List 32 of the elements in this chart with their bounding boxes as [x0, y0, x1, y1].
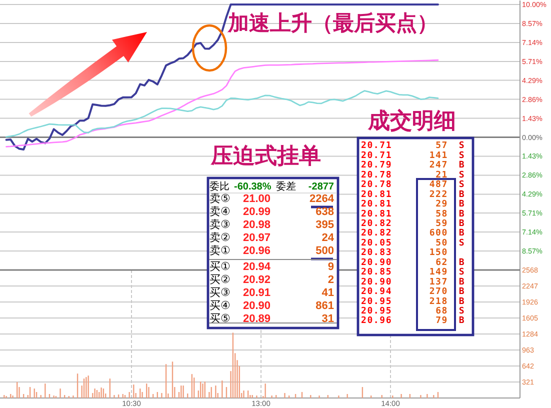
- text: 20.82 600 B: [361, 228, 466, 239]
- text: 卖① 20.96 500: [210, 245, 334, 257]
- text: 20.81 58 B: [361, 209, 466, 220]
- text: 20.05 50 S: [361, 238, 466, 248]
- text: 20.90 62 B: [361, 258, 466, 268]
- annotation: 压迫式挂单: [210, 143, 321, 168]
- text: 20.71 141 S: [361, 150, 466, 161]
- text: 20.82 59 B: [361, 218, 466, 229]
- text: 20.78 487 S: [361, 180, 466, 190]
- annotation: 成交明细: [367, 108, 456, 133]
- text: 买② 20.92 2: [210, 274, 334, 286]
- text: 买④ 20.90 861: [210, 300, 334, 312]
- text: 20.71 57 S: [361, 141, 466, 152]
- text: 20.95 218 B: [361, 296, 466, 307]
- text: 20.79 247 B: [361, 160, 466, 171]
- text: 20.96 79 B: [361, 316, 466, 326]
- text: 20.94 270 B: [361, 287, 466, 298]
- text: 20.81 29 B: [361, 200, 466, 210]
- text: 20.78 21 S: [361, 170, 466, 180]
- text: 20.90 137 B: [361, 277, 466, 288]
- text: 卖④ 20.99 638: [210, 206, 334, 218]
- text: 委比 -60.38% 委差 -2877: [210, 182, 334, 192]
- text: 20.85 149 S: [361, 268, 466, 278]
- text: 20.95 68 S: [361, 306, 466, 316]
- text: 20.83 150: [361, 248, 448, 258]
- text: 20.81 222 B: [361, 190, 466, 200]
- annotation: 加速上升（最后买点）: [227, 11, 438, 35]
- text: 卖② 20.97 24: [210, 232, 334, 244]
- text: 买① 20.94 9: [210, 261, 334, 273]
- text: 卖③ 20.98 395: [210, 219, 334, 231]
- text: 卖⑤ 21.00 2264: [210, 193, 334, 205]
- text: 买③ 20.91 41: [210, 287, 334, 299]
